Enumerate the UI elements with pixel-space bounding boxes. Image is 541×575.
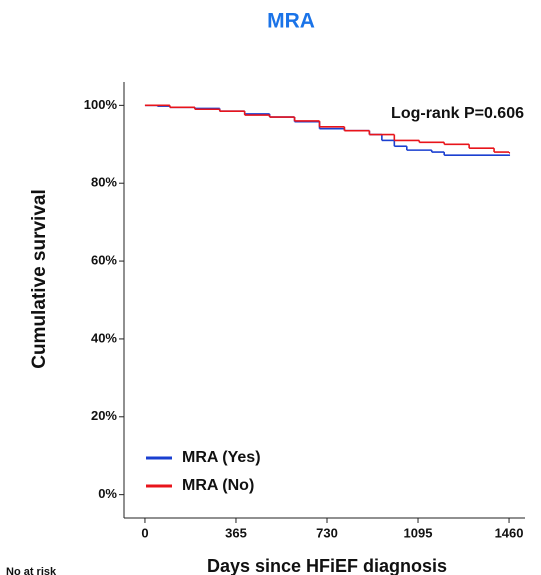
x-tick-label: 0 bbox=[141, 525, 148, 540]
x-tick-label: 730 bbox=[316, 525, 338, 540]
y-tick-label: 20% bbox=[91, 408, 117, 423]
x-tick-label: 1460 bbox=[495, 525, 524, 540]
y-tick-label: 40% bbox=[91, 330, 117, 345]
y-tick-label: 60% bbox=[91, 253, 117, 268]
legend-label: MRA (No) bbox=[182, 477, 254, 494]
x-tick-label: 365 bbox=[225, 525, 247, 540]
y-tick-label: 100% bbox=[84, 97, 118, 112]
x-tick-label: 1095 bbox=[404, 525, 433, 540]
chart-title: MRA bbox=[267, 10, 315, 33]
y-tick-label: 80% bbox=[91, 175, 117, 190]
annotation: Log-rank P=0.606 bbox=[391, 105, 524, 122]
y-tick-label: 0% bbox=[98, 486, 117, 501]
x-axis-label: Days since HFiEF diagnosis bbox=[207, 556, 447, 575]
y-axis-label: Cumulative survival bbox=[29, 189, 50, 369]
at-risk-label: No at risk bbox=[6, 566, 57, 575]
legend-label: MRA (Yes) bbox=[182, 449, 261, 466]
